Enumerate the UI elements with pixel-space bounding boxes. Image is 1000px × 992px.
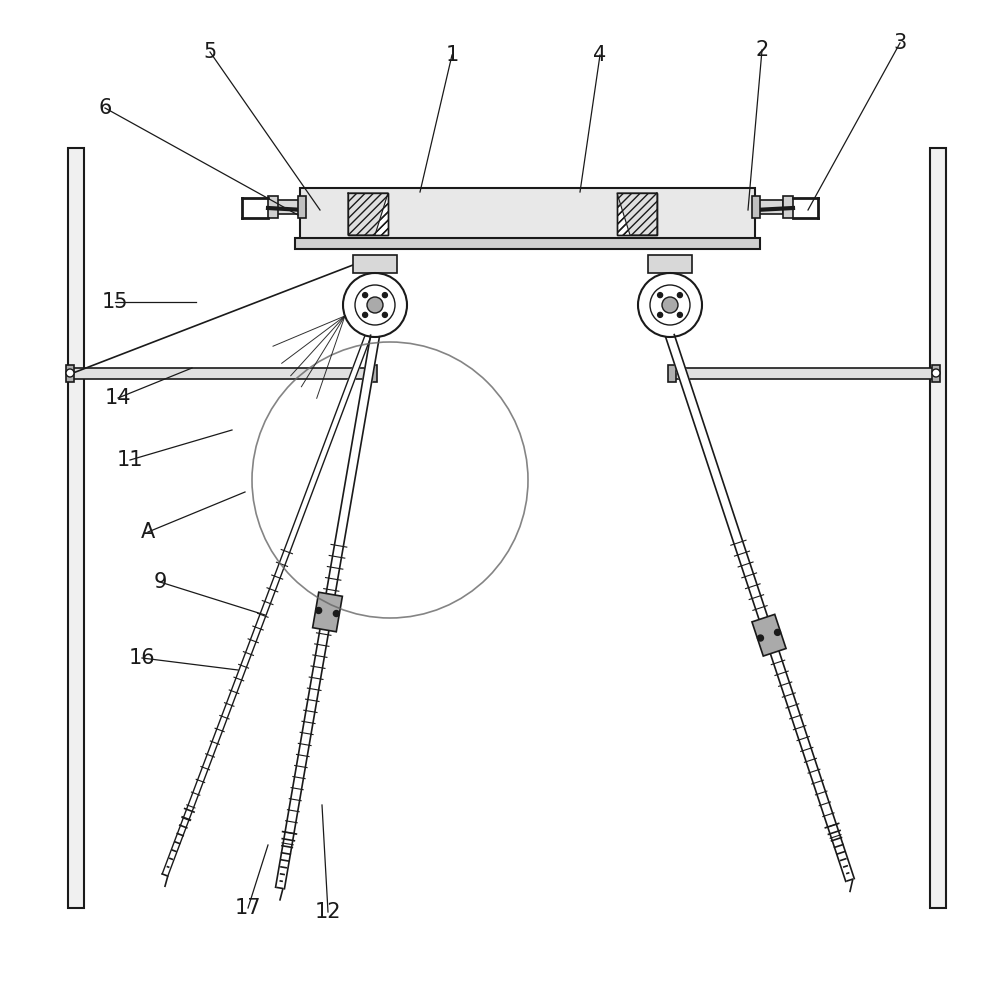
Circle shape	[658, 312, 663, 317]
Bar	[783, 196, 793, 218]
Circle shape	[662, 297, 678, 313]
Text: 16: 16	[129, 648, 155, 668]
Bar	[617, 193, 657, 235]
Circle shape	[333, 610, 339, 616]
Bar	[755, 200, 783, 214]
Bar	[300, 188, 755, 240]
Bar	[932, 365, 940, 382]
Circle shape	[932, 369, 940, 377]
Bar	[648, 255, 692, 273]
Circle shape	[382, 312, 387, 317]
Polygon shape	[666, 334, 854, 882]
Bar	[276, 200, 304, 214]
Text: 17: 17	[235, 898, 261, 918]
Bar	[68, 148, 84, 908]
Text: 6: 6	[98, 98, 112, 118]
Text: 14: 14	[105, 388, 131, 408]
Polygon shape	[617, 193, 657, 235]
Text: 15: 15	[102, 292, 128, 312]
Bar	[66, 365, 74, 382]
Circle shape	[363, 312, 368, 317]
Circle shape	[382, 293, 387, 298]
Circle shape	[367, 297, 383, 313]
Bar	[752, 196, 760, 218]
Polygon shape	[752, 614, 786, 656]
Bar	[295, 238, 760, 249]
Text: 12: 12	[315, 902, 341, 922]
Text: 11: 11	[117, 450, 143, 470]
Bar	[298, 196, 306, 218]
Circle shape	[363, 293, 368, 298]
Circle shape	[66, 369, 74, 377]
Text: 2: 2	[755, 40, 769, 60]
Circle shape	[677, 293, 682, 298]
Bar	[68, 368, 375, 379]
Bar	[670, 368, 938, 379]
Circle shape	[650, 285, 690, 325]
Bar	[369, 365, 377, 382]
Bar	[348, 193, 388, 235]
Polygon shape	[276, 335, 379, 889]
Circle shape	[638, 273, 702, 337]
Text: A: A	[141, 522, 155, 542]
Bar	[668, 365, 676, 382]
Circle shape	[757, 635, 763, 641]
Circle shape	[658, 293, 663, 298]
Text: 1: 1	[445, 45, 459, 65]
Bar	[930, 148, 946, 908]
Circle shape	[677, 312, 682, 317]
Polygon shape	[162, 335, 371, 876]
Bar	[617, 193, 657, 235]
Bar	[353, 255, 397, 273]
Text: 5: 5	[203, 42, 217, 62]
Circle shape	[316, 607, 322, 613]
Bar	[268, 196, 278, 218]
Polygon shape	[348, 193, 388, 235]
Circle shape	[343, 273, 407, 337]
Text: 4: 4	[593, 45, 607, 65]
Polygon shape	[313, 592, 342, 632]
Circle shape	[775, 629, 781, 635]
Bar	[348, 193, 388, 235]
Text: 9: 9	[153, 572, 167, 592]
Circle shape	[355, 285, 395, 325]
Text: 3: 3	[893, 33, 907, 53]
